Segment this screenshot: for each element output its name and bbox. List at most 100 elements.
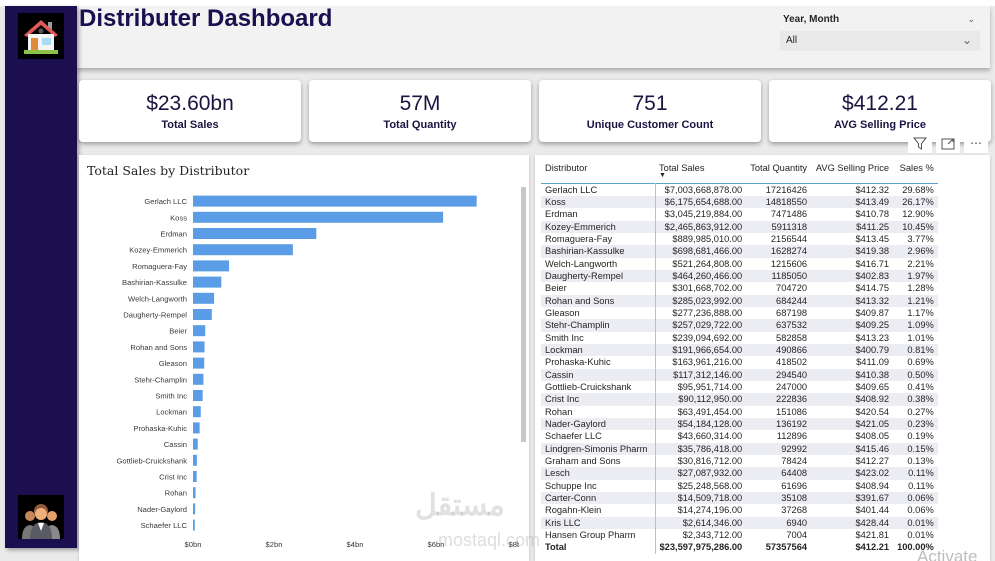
cell-avg-price: $415.46 — [855, 443, 890, 454]
category-label: Prohaska-Kuhic — [133, 424, 187, 433]
bar[interactable] — [193, 373, 204, 385]
sales-by-distributor-chart[interactable]: Total Sales by Distributor Gerlach LLC Ko… — [79, 155, 529, 561]
cell-sales-pct: 12.90% — [902, 209, 934, 220]
bar[interactable] — [193, 195, 477, 207]
table-row[interactable]: Kozey-Emmerich $2,465,863,912.00 5911318 $4… — [541, 220, 938, 233]
table-row[interactable]: Hansen Group Pharm $2,343,712.00 7004 $421.… — [541, 529, 938, 542]
cell-total-sales: $95,951,714.00 — [677, 382, 743, 392]
home-icon[interactable] — [18, 13, 64, 59]
table-row[interactable]: Smith Inc $239,094,692.00 582858 $413.23 1.0… — [541, 331, 938, 344]
bar[interactable] — [193, 309, 212, 320]
table-row[interactable]: Lockman $191,966,654.00 490866 $400.79 0.81% — [541, 343, 938, 357]
cell-total-quantity: 1628274 — [770, 246, 808, 257]
bar[interactable] — [193, 454, 197, 466]
focus-mode-icon[interactable] — [936, 133, 960, 153]
table-row[interactable]: Gerlach LLC $7,003,668,878.00 17216426 $412… — [541, 183, 938, 196]
bar[interactable] — [193, 503, 196, 515]
table-row[interactable]: Koss $6,175,654,688.00 14818550 $413.49 26.1… — [541, 195, 938, 209]
cell-total-quantity: 222836 — [776, 394, 808, 405]
col-sales-pct[interactable]: Sales % — [899, 163, 934, 173]
cell-distributor: Prohaska-Kuhic — [541, 356, 656, 369]
bar[interactable] — [193, 438, 198, 450]
table-row[interactable]: Beier $301,668,702.00 704720 $414.75 1.28% — [541, 282, 938, 295]
table-row[interactable]: Carter-Conn $14,509,718.00 35108 $391.67 0.0… — [541, 492, 938, 505]
table-row[interactable]: Rogahn-Klein $14,274,196.00 37268 $401.44 0.… — [541, 504, 938, 517]
table-row[interactable]: Graham and Sons $30,816,712.00 78424 $412.2… — [541, 455, 938, 468]
cell-sales-pct: 0.13% — [907, 456, 934, 467]
table-row[interactable]: Stehr-Champlin $257,029,722.00 637532 $409.… — [541, 319, 938, 332]
table-row[interactable]: Daugherty-Rempel $464,260,466.00 1185050 $4… — [541, 269, 938, 283]
table-row[interactable]: Bashirian-Kassulke $698,681,466.00 1628274… — [541, 245, 938, 258]
cell-avg-price: $412.27 — [855, 456, 890, 467]
bar[interactable] — [193, 292, 215, 304]
table-row[interactable]: Lindgren-Simonis Pharm $35,786,418.00 9299… — [541, 442, 938, 456]
table-row[interactable]: Erdman $3,045,219,884.00 7471486 $410.78 12.… — [541, 208, 938, 221]
bar[interactable] — [193, 471, 197, 482]
bar[interactable] — [193, 325, 206, 337]
chevron-down-icon[interactable]: ⌄ — [967, 14, 975, 24]
bar[interactable] — [193, 519, 195, 531]
chart-scrollbar[interactable] — [521, 187, 526, 442]
category-label: Welch-Langworth — [128, 294, 187, 303]
category-label: Nader-Gaylord — [137, 505, 187, 514]
people-icon[interactable] — [18, 495, 64, 539]
kpi-label: AVG Selling Price — [833, 119, 927, 131]
bar[interactable] — [193, 422, 200, 434]
bar[interactable] — [193, 211, 444, 223]
kpi-value: $412.21 — [842, 92, 918, 115]
bar[interactable] — [193, 276, 222, 288]
bar[interactable] — [193, 341, 205, 353]
table-row[interactable]: Romaguera-Fay $889,985,010.00 2156544 $413.… — [541, 232, 938, 246]
cell-total-sales: $521,264,808.00 — [672, 258, 743, 269]
table-row[interactable]: Nader-Gaylord $54,184,128.00 136192 $421.05… — [541, 418, 938, 431]
col-total-quantity[interactable]: Total Quantity — [750, 163, 808, 173]
category-label: Beier — [169, 327, 187, 336]
cell-total-sales: $6,175,654,688.00 — [664, 196, 743, 207]
col-avg-selling-price[interactable]: AVG Selling Price — [815, 163, 890, 173]
bar[interactable] — [193, 244, 293, 256]
bar[interactable] — [193, 406, 201, 418]
x-tick-label: $0bn — [185, 540, 202, 549]
cell-total-quantity: 684244 — [776, 295, 808, 306]
year-month-slicer[interactable]: Year, Month ⌄ All ⌄ — [775, 8, 985, 63]
bar[interactable] — [193, 487, 196, 499]
kpi-value: 57M — [399, 92, 441, 115]
cell-total-sales: $14,509,718.00 — [677, 493, 743, 504]
table-row[interactable]: Lesch $27,087,932.00 64408 $423.02 0.11% — [541, 467, 938, 480]
table-row[interactable]: Schaefer LLC $43,660,314.00 112896 $408.05 0… — [541, 430, 938, 443]
watermark-activate: Activate — [917, 547, 978, 561]
table-row[interactable]: Rohan and Sons $285,023,992.00 684244 $413.… — [541, 294, 938, 307]
cell-avg-price: $412.32 — [855, 184, 890, 195]
cell-avg-price: $400.79 — [855, 344, 890, 355]
bar[interactable] — [193, 357, 205, 369]
table-row[interactable]: Gleason $277,236,888.00 687198 $409.87 1.17% — [541, 306, 938, 320]
cell-total-sales: $3,045,219,884.00 — [664, 209, 743, 220]
slicer-dropdown[interactable]: All ⌄ — [780, 31, 980, 51]
cell-avg-price: $391.67 — [855, 493, 890, 504]
cell-total-sales: $25,248,568.00 — [677, 480, 743, 491]
table-row[interactable]: Prohaska-Kuhic $163,961,216.00 418502 $411.… — [541, 356, 938, 369]
total-cell-total-quantity: 57357564 — [765, 542, 808, 553]
col-total-sales[interactable]: Total Sales ▼ — [655, 163, 746, 183]
filter-icon[interactable] — [908, 133, 932, 153]
table-row[interactable]: Crist Inc $90,112,950.00 222836 $408.92 0.38… — [541, 393, 938, 406]
table-row[interactable]: Gottlieb-Cruickshank $95,951,714.00 247000… — [541, 381, 938, 394]
cell-distributor: Rohan and Sons — [541, 294, 656, 307]
distributor-table[interactable]: Distributor Total Sales ▼ Total Quantity … — [535, 155, 990, 561]
table-row[interactable]: Welch-Langworth $521,264,808.00 1215606 $41… — [541, 257, 938, 270]
bar[interactable] — [193, 390, 203, 401]
cell-sales-pct: 0.81% — [907, 344, 934, 355]
cell-total-sales: $27,087,932.00 — [677, 468, 743, 479]
chevron-down-icon[interactable]: ⌄ — [961, 33, 972, 47]
more-options-icon[interactable]: ⋯ — [964, 133, 988, 153]
cell-total-sales: $464,260,466.00 — [672, 270, 743, 281]
table-row[interactable]: Schuppe Inc $25,248,568.00 61696 $408.94 0.1… — [541, 479, 938, 493]
cell-total-quantity: 2156544 — [770, 233, 808, 244]
table-row[interactable]: Cassin $117,312,146.00 294540 $410.38 0.50% — [541, 368, 938, 381]
bar[interactable] — [193, 228, 317, 239]
table-row[interactable]: Kris LLC $2,614,346.00 6940 $428.44 0.01% — [541, 516, 938, 530]
table-row[interactable]: Rohan $63,491,454.00 151086 $420.54 0.27% — [541, 405, 938, 419]
bar[interactable] — [193, 260, 230, 272]
col-distributor[interactable]: Distributor — [545, 163, 588, 173]
cell-avg-price: $411.25 — [856, 221, 890, 232]
